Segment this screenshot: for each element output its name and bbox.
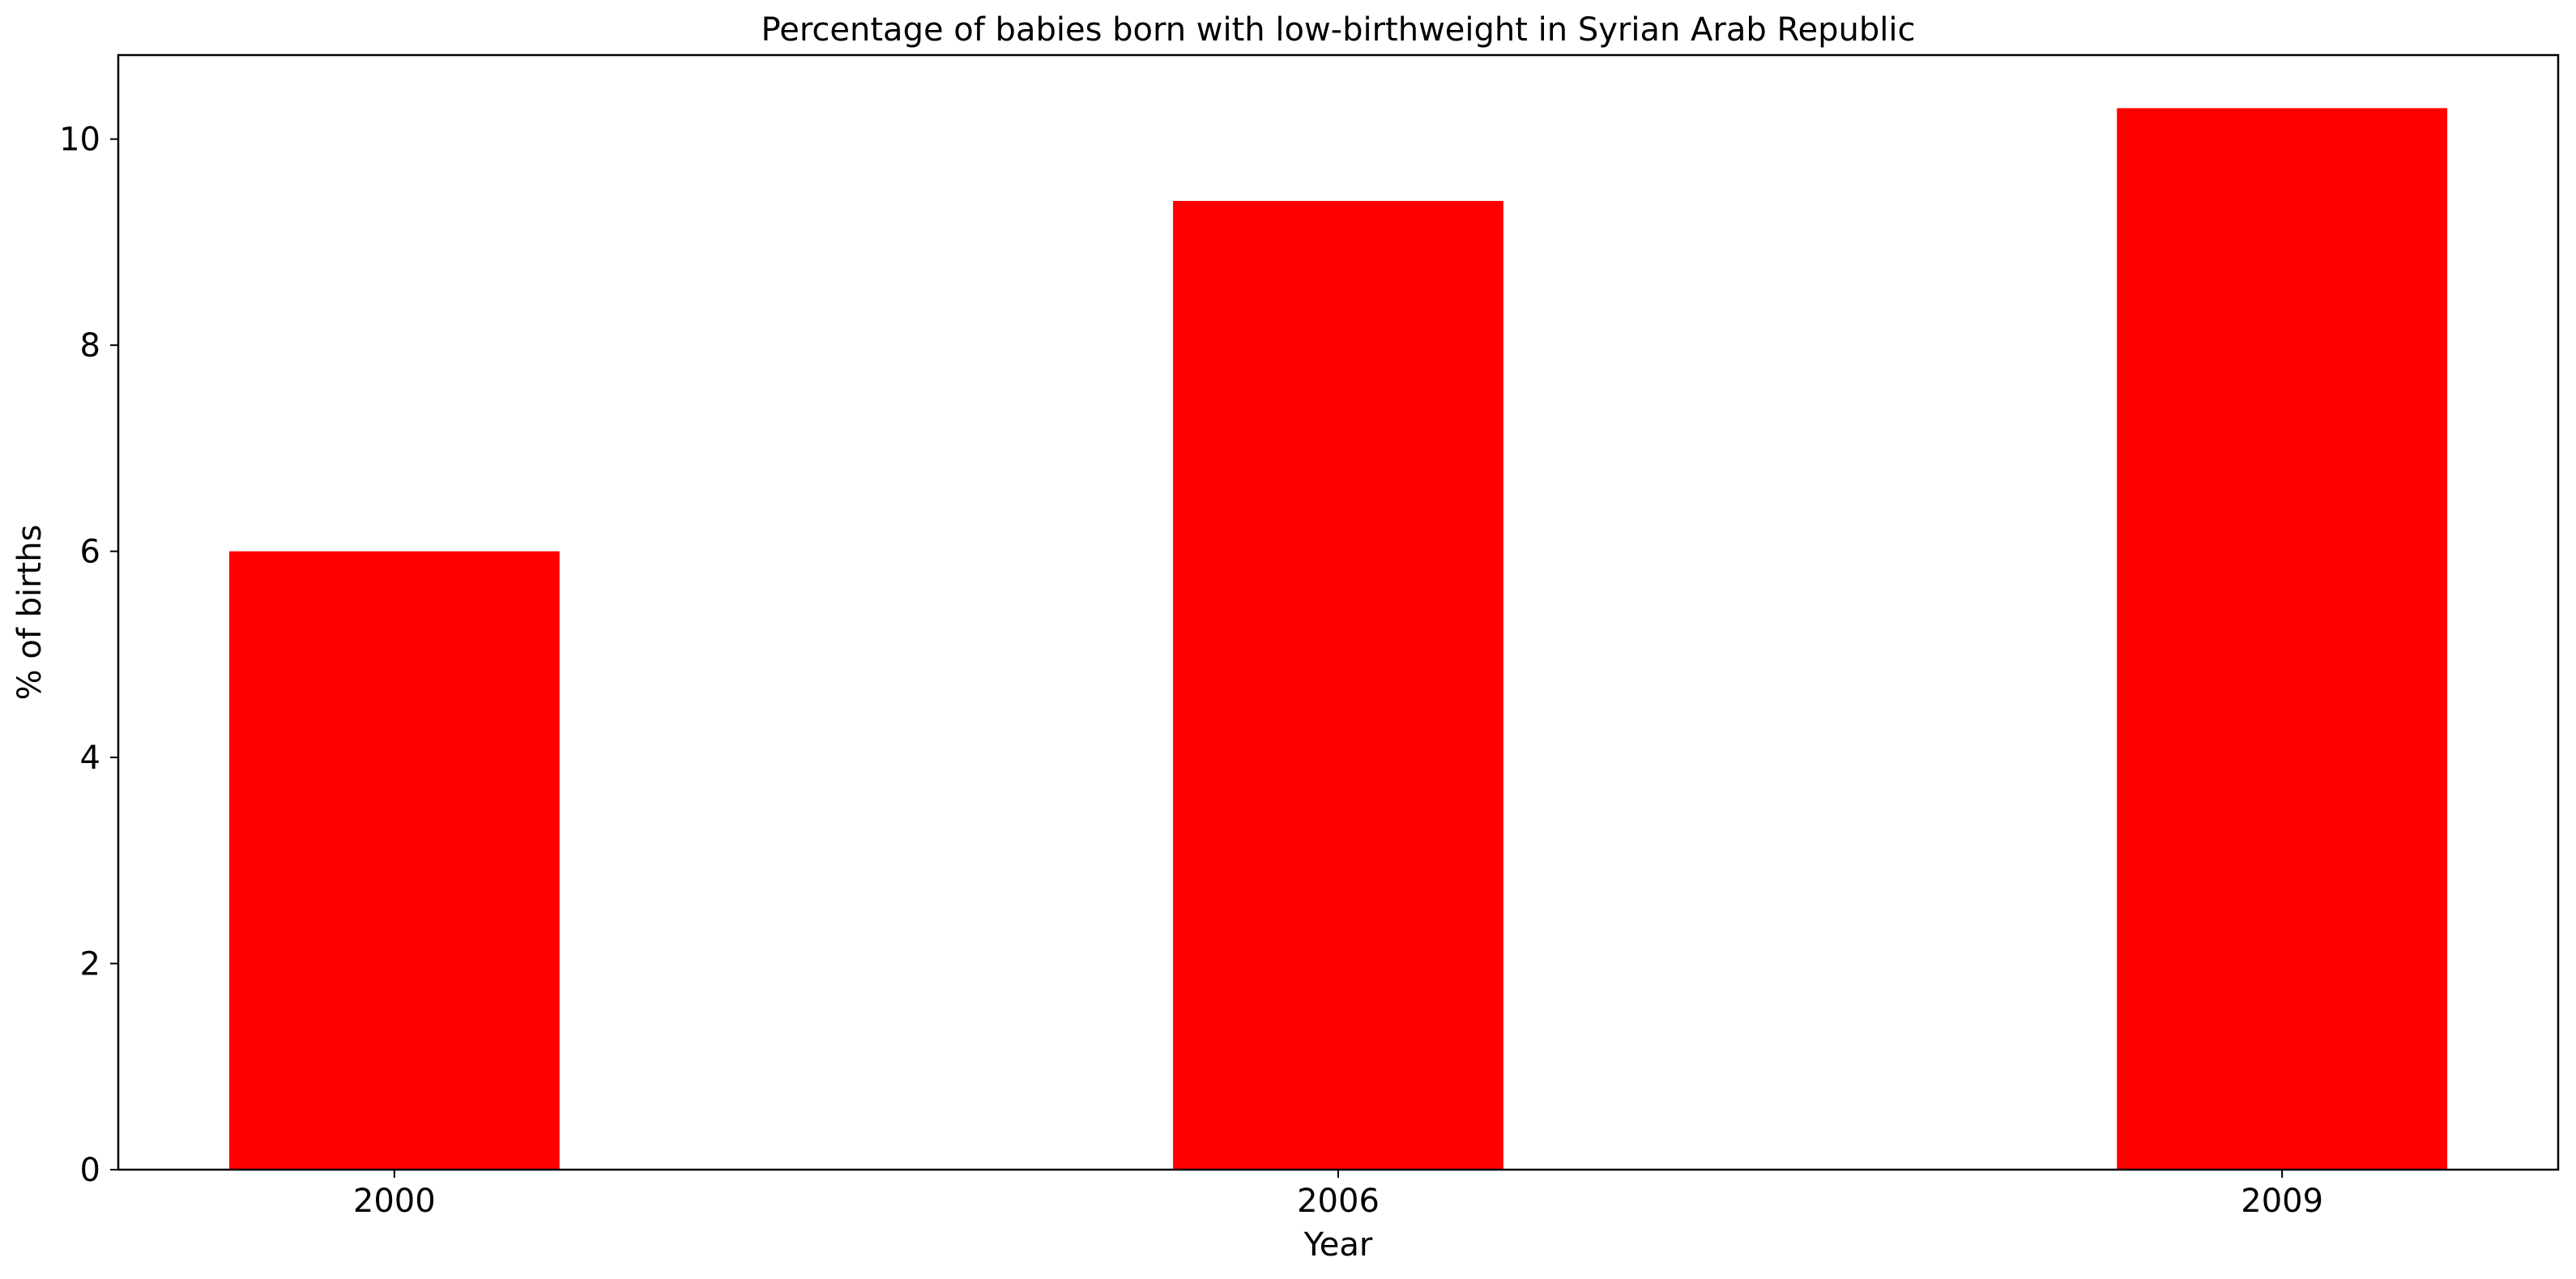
bar-2000 <box>228 551 560 1170</box>
y-tick-label: 8 <box>80 327 100 365</box>
x-tick-label: 2009 <box>2241 1183 2323 1220</box>
x-axis-label: Year <box>1303 1226 1373 1264</box>
y-axis-ticks: 0 2 4 6 8 10 <box>59 122 118 1189</box>
y-tick-label: 2 <box>80 946 100 983</box>
bars-layer <box>228 108 2448 1170</box>
bar-2006 <box>1173 201 1503 1170</box>
chart-title: Percentage of babies born with low-birth… <box>761 11 1916 49</box>
y-axis-label: % of births <box>11 525 49 701</box>
y-tick-label: 10 <box>59 122 100 159</box>
x-axis-ticks: 2000 2006 2009 <box>353 1170 2323 1220</box>
y-tick-label: 0 <box>80 1152 100 1189</box>
y-tick-label: 4 <box>80 740 100 777</box>
y-tick-label: 6 <box>80 534 100 571</box>
x-tick-label: 2000 <box>353 1183 436 1220</box>
bar-2009 <box>2117 108 2448 1170</box>
x-tick-label: 2006 <box>1297 1183 1380 1220</box>
plot-area-frame <box>117 53 2560 1171</box>
